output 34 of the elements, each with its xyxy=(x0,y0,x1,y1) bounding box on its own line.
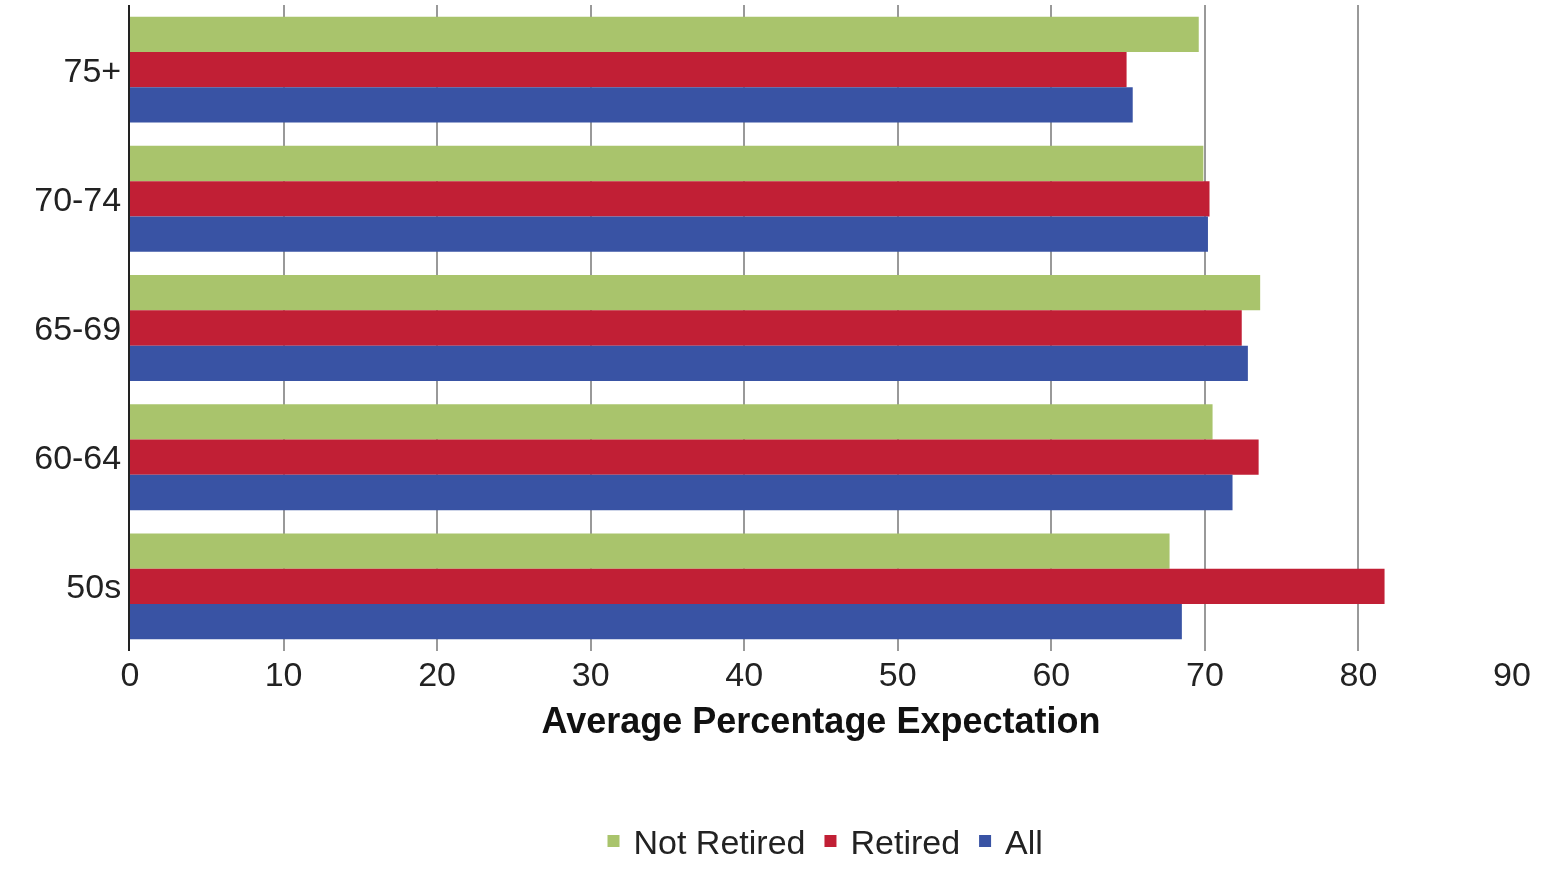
x-axis-title: Average Percentage Expectation xyxy=(541,699,1101,741)
y-tick-label: 75+ xyxy=(63,50,122,89)
bar xyxy=(130,604,1182,640)
x-tick-label: 0 xyxy=(120,655,140,693)
bar xyxy=(130,87,1133,123)
legend-label: Not Retired xyxy=(633,823,806,862)
x-tick-label: 10 xyxy=(264,655,303,693)
x-tick-label: 90 xyxy=(1493,655,1531,693)
bar xyxy=(130,16,1199,52)
legend-label: All xyxy=(1005,823,1043,862)
bar xyxy=(130,533,1170,569)
y-tick-label: 60-64 xyxy=(34,438,122,477)
bar xyxy=(130,275,1261,311)
bar xyxy=(130,216,1208,252)
x-tick-label: 20 xyxy=(418,655,457,693)
bar xyxy=(130,404,1213,440)
y-tick-label: 70-74 xyxy=(34,179,122,218)
bar xyxy=(130,181,1210,217)
x-tick-label: 30 xyxy=(571,655,610,693)
bar xyxy=(130,310,1242,346)
bar xyxy=(130,345,1248,381)
bar xyxy=(130,439,1259,475)
y-tick-label: 50s xyxy=(66,567,122,606)
bar xyxy=(130,51,1127,88)
legend-label: Retired xyxy=(850,823,961,862)
x-tick-label: 40 xyxy=(725,655,764,693)
y-tick-label: 65-69 xyxy=(34,308,122,347)
bar xyxy=(130,474,1233,511)
x-tick-label: 80 xyxy=(1339,655,1378,693)
bar xyxy=(130,568,1385,605)
bar xyxy=(130,145,1204,182)
x-tick-label: 60 xyxy=(1032,655,1071,693)
x-tick-label: 50 xyxy=(878,655,917,693)
x-tick-label: 70 xyxy=(1185,655,1224,693)
